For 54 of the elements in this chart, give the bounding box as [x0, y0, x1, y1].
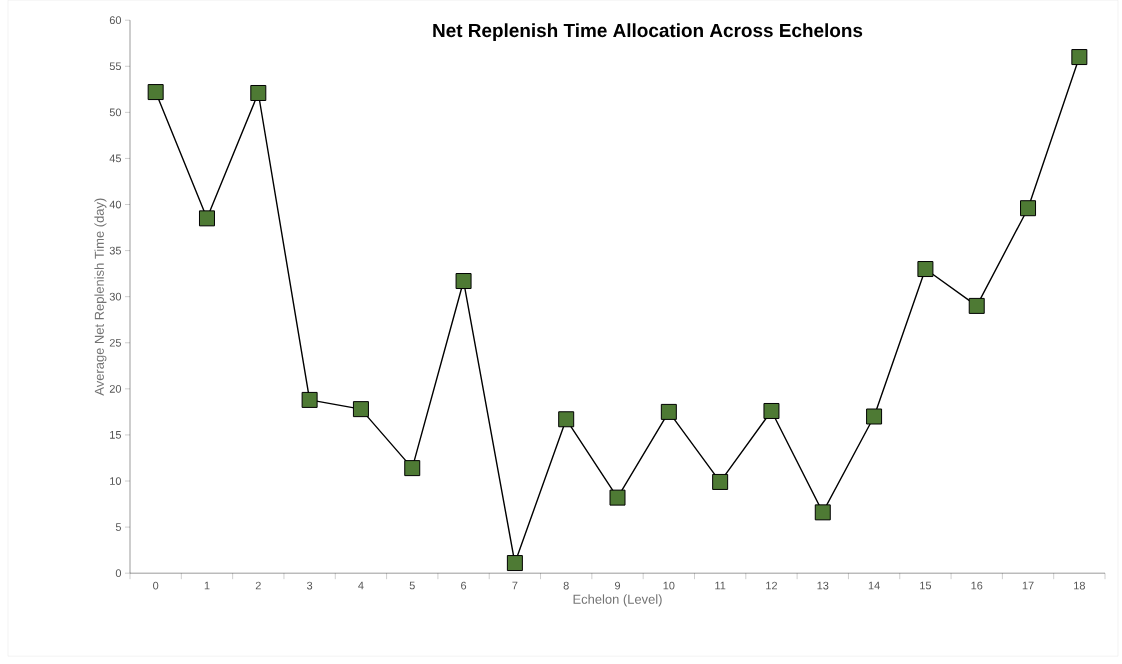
- x-tick-label: 15: [920, 581, 932, 590]
- chart-title: Net Replenish Time Allocation Across Echelons: [433, 23, 863, 41]
- y-tick-label: 30: [109, 292, 122, 301]
- point: [301, 391, 318, 408]
- point: [1020, 200, 1037, 217]
- point: [917, 260, 934, 277]
- point: [866, 408, 883, 425]
- x-tick-label: 1: [204, 581, 210, 590]
- x-tick-label: 9: [614, 581, 621, 590]
- point: [250, 84, 267, 101]
- y-tick-label: 60: [109, 16, 122, 24]
- y-tick-label: 40: [109, 200, 122, 209]
- x-tick-label: 2: [255, 581, 261, 590]
- y-tick-label: 50: [109, 108, 122, 117]
- x-axis-title: Echelon (Level): [573, 594, 662, 607]
- point: [660, 403, 677, 420]
- y-tick-label: 0: [115, 569, 122, 577]
- point: [763, 402, 780, 419]
- x-tick-label: 3: [306, 581, 313, 590]
- y-axis-title: Average Net Replenish Time (day): [94, 198, 107, 396]
- x-tick-label: 10: [663, 581, 675, 590]
- x-tick-label: 6: [461, 581, 467, 590]
- x-tick-label: 0: [153, 581, 159, 590]
- point: [712, 473, 729, 490]
- point: [506, 554, 523, 571]
- y-tick-label: 20: [109, 384, 122, 393]
- y-tick-label: 5: [115, 523, 122, 531]
- point: [609, 489, 626, 506]
- x-tick-label: 4: [358, 581, 364, 590]
- point: [147, 83, 164, 100]
- y-tick-label: 15: [110, 431, 122, 439]
- point: [558, 411, 575, 428]
- x-tick-label: 16: [971, 581, 983, 590]
- point: [404, 460, 421, 477]
- x-tick-label: 14: [868, 581, 880, 590]
- x-tick-label: 13: [817, 581, 829, 590]
- y-tick-label: 45: [109, 154, 122, 163]
- x-tick-label: 5: [409, 581, 415, 590]
- point: [1071, 48, 1088, 65]
- x-tick-label: 11: [715, 581, 726, 590]
- x-tick-label: 18: [1074, 581, 1085, 590]
- point: [352, 401, 369, 418]
- point: [814, 504, 831, 521]
- x-tick-label: 7: [512, 581, 518, 590]
- point: [968, 297, 985, 314]
- y-tick-label: 10: [110, 477, 122, 485]
- y-tick-label: 25: [109, 338, 122, 347]
- x-tick-label: 8: [563, 581, 569, 590]
- point: [455, 272, 472, 289]
- y-tick-label: 55: [109, 62, 122, 70]
- point: [198, 210, 215, 227]
- x-tick-label: 12: [766, 581, 778, 590]
- x-tick-label: 17: [1022, 581, 1034, 590]
- y-tick-label: 35: [109, 246, 122, 255]
